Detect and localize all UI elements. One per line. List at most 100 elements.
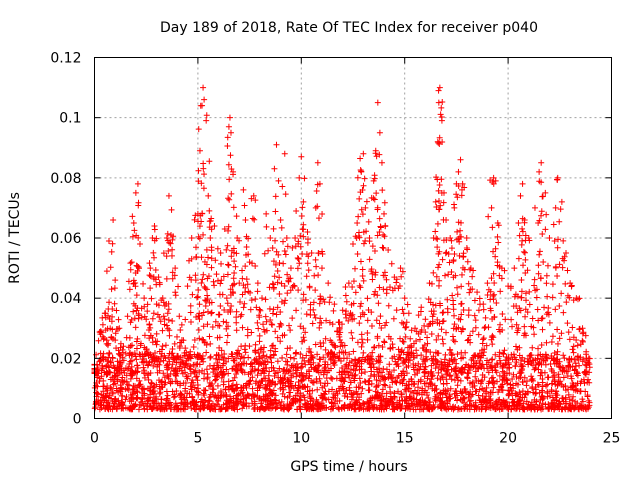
data-point [430, 308, 437, 315]
data-point [373, 190, 380, 197]
data-point [523, 382, 530, 389]
data-point [522, 332, 529, 339]
data-point [231, 406, 238, 413]
data-point [529, 384, 536, 391]
data-point [168, 206, 175, 213]
data-point [156, 385, 163, 392]
data-point [159, 295, 166, 302]
data-point [421, 399, 428, 406]
data-point [371, 175, 378, 182]
data-point [583, 348, 590, 355]
data-point [516, 370, 523, 377]
data-point [117, 344, 124, 351]
data-point [128, 316, 135, 323]
data-point [312, 204, 319, 211]
data-point [128, 259, 135, 266]
data-point [287, 389, 294, 396]
data-point [137, 381, 144, 388]
data-point [457, 227, 464, 234]
data-point [498, 382, 505, 389]
data-point [350, 278, 357, 285]
data-point [520, 406, 527, 413]
data-point [225, 370, 232, 377]
data-point [289, 244, 296, 251]
data-point [460, 306, 467, 313]
data-point [501, 347, 508, 354]
data-point [300, 383, 307, 390]
data-point [326, 299, 333, 306]
data-point [367, 373, 374, 380]
data-point [174, 368, 181, 375]
data-point [159, 327, 166, 334]
data-point [523, 378, 530, 385]
data-point [107, 264, 114, 271]
data-point [254, 372, 261, 379]
data-point [553, 397, 560, 404]
data-point [102, 310, 109, 317]
data-point [366, 256, 373, 263]
data-point [308, 352, 315, 359]
data-point [417, 397, 424, 404]
data-point [355, 213, 362, 220]
data-point [389, 374, 396, 381]
data-point [505, 364, 512, 371]
data-point [174, 353, 181, 360]
data-point [182, 345, 189, 352]
data-point [202, 303, 209, 310]
data-point [225, 378, 232, 385]
data-point [230, 281, 237, 288]
data-point [505, 387, 512, 394]
data-point [131, 315, 138, 322]
data-point [130, 277, 137, 284]
data-point [237, 313, 244, 320]
data-point [225, 161, 232, 168]
data-point [297, 396, 304, 403]
data-point [507, 381, 514, 388]
data-point [271, 165, 278, 172]
data-point [419, 345, 426, 352]
data-point [440, 340, 447, 347]
data-point [372, 271, 379, 278]
data-point [315, 215, 322, 222]
data-point [437, 202, 444, 209]
data-point [518, 276, 525, 283]
data-point [549, 294, 556, 301]
data-point [405, 362, 412, 369]
data-point [224, 134, 231, 141]
data-point [119, 386, 126, 393]
data-point [163, 275, 170, 282]
data-point [172, 292, 179, 299]
data-point [444, 305, 451, 312]
data-point [181, 401, 188, 408]
data-point [278, 322, 285, 329]
data-point [468, 356, 475, 363]
data-point [270, 351, 277, 358]
data-point [297, 323, 304, 330]
data-point [460, 399, 467, 406]
data-point [519, 378, 526, 385]
data-point [169, 236, 176, 243]
data-point [307, 398, 314, 405]
data-point [560, 352, 567, 359]
data-point [551, 406, 558, 413]
data-point [512, 343, 519, 350]
data-point [210, 278, 217, 285]
data-point [526, 288, 533, 295]
data-point [435, 332, 442, 339]
data-point [320, 390, 327, 397]
data-point [224, 142, 231, 149]
data-point [374, 206, 381, 213]
grid-layer [94, 57, 612, 419]
data-point [464, 374, 471, 381]
data-point [244, 326, 251, 333]
data-point [228, 190, 235, 197]
data-point [503, 398, 510, 405]
data-point [536, 248, 543, 255]
data-point [451, 321, 458, 328]
data-point [340, 369, 347, 376]
data-point [227, 307, 234, 314]
data-point [537, 275, 544, 282]
data-point [310, 306, 317, 313]
data-point [435, 363, 442, 370]
data-point [528, 352, 535, 359]
